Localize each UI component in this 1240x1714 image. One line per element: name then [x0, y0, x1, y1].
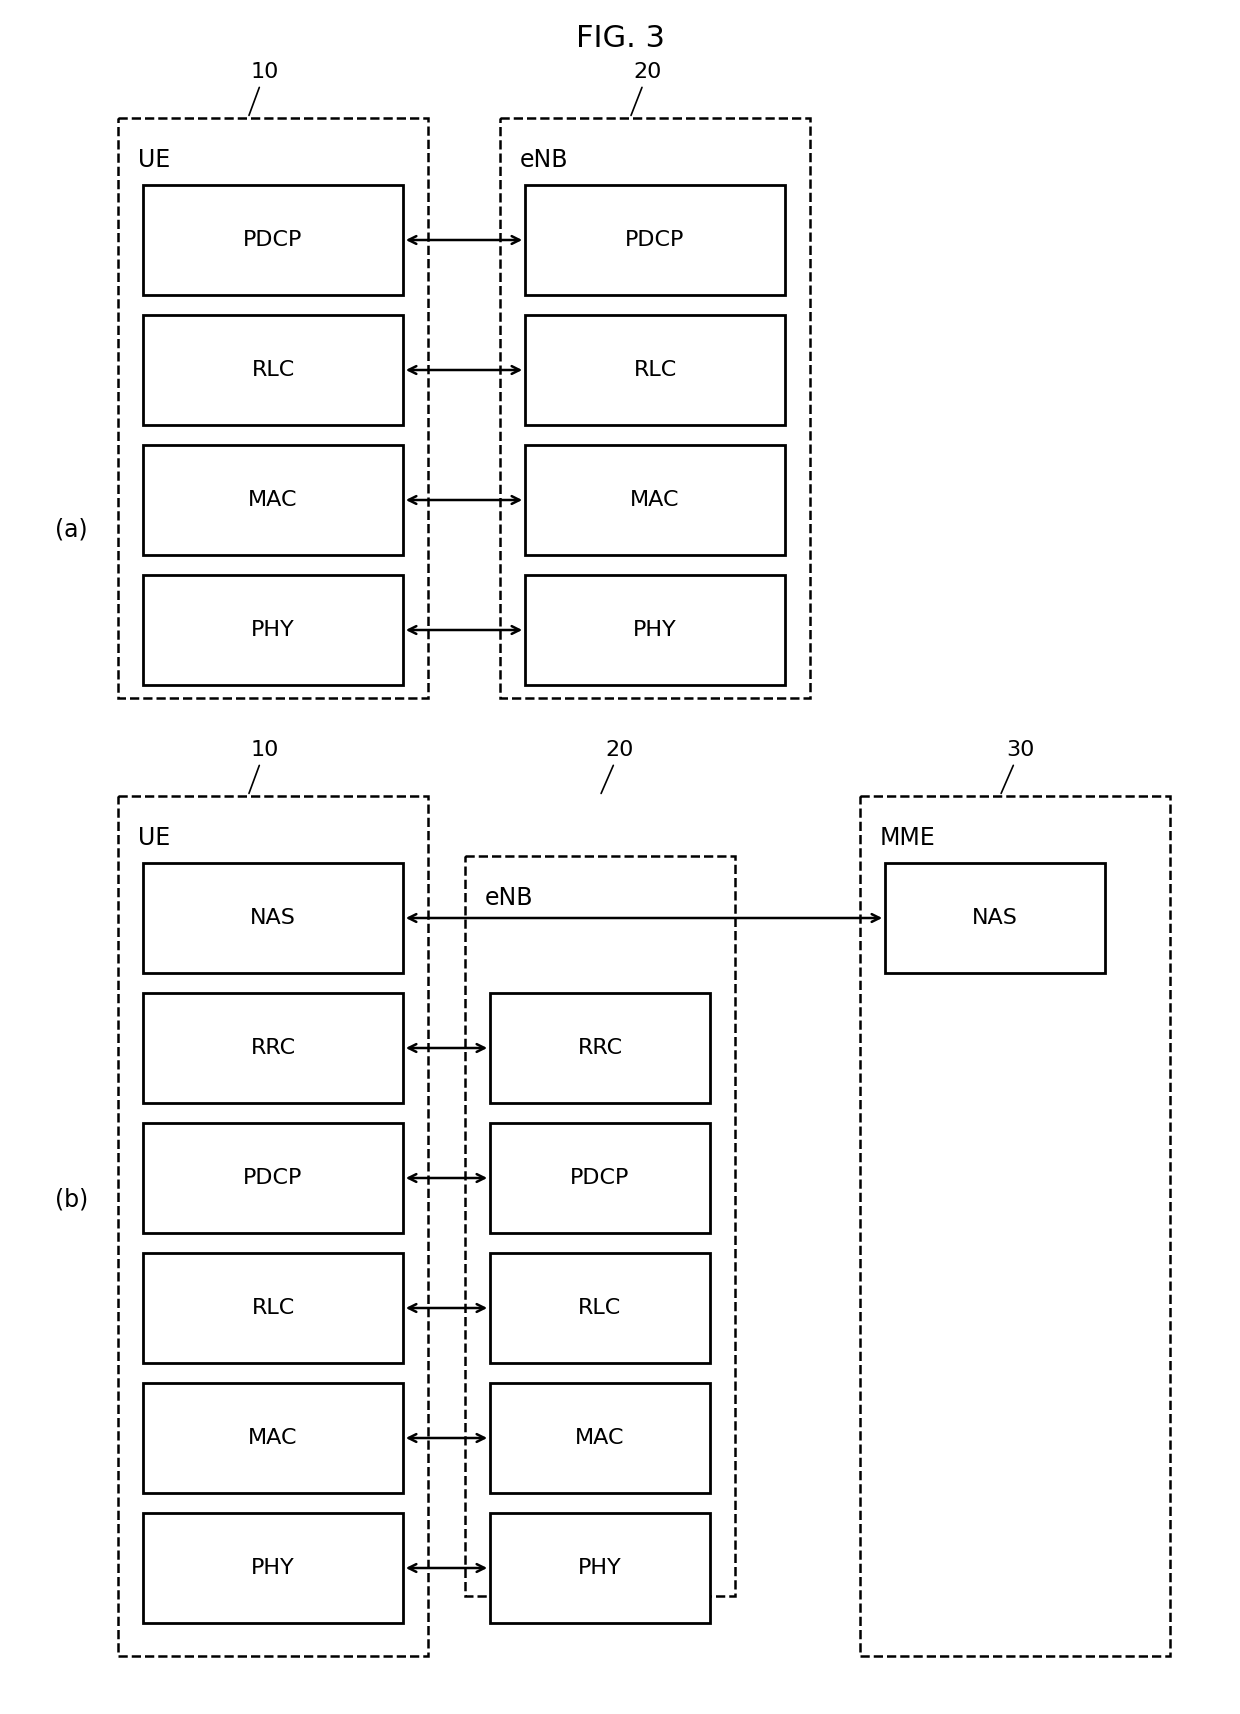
Bar [143, 1123, 403, 1232]
Text: UE: UE [138, 826, 170, 850]
Bar [118, 795, 428, 1656]
Text: (a): (a) [55, 518, 88, 542]
Text: MAC: MAC [248, 1428, 298, 1448]
Bar [143, 574, 403, 686]
Bar [861, 795, 1171, 1656]
Text: 10: 10 [249, 62, 279, 115]
Text: PHY: PHY [252, 620, 295, 639]
Bar [490, 1513, 711, 1623]
Text: FIG. 3: FIG. 3 [575, 24, 665, 53]
Bar [143, 992, 403, 1104]
Text: RLC: RLC [252, 360, 295, 381]
Text: eNB: eNB [520, 147, 568, 171]
Bar [143, 1253, 403, 1363]
Text: PHY: PHY [634, 620, 677, 639]
Text: 20: 20 [631, 62, 662, 115]
Text: PDCP: PDCP [570, 1167, 630, 1188]
Text: MAC: MAC [248, 490, 298, 511]
Text: 10: 10 [249, 740, 279, 794]
Text: RLC: RLC [634, 360, 677, 381]
Bar [143, 446, 403, 555]
Text: MAC: MAC [575, 1428, 625, 1448]
Text: RLC: RLC [578, 1297, 621, 1318]
Bar [143, 1383, 403, 1493]
Text: MME: MME [880, 826, 936, 850]
Text: RLC: RLC [252, 1297, 295, 1318]
Text: PDCP: PDCP [243, 230, 303, 250]
Text: RRC: RRC [250, 1039, 295, 1058]
Text: PDCP: PDCP [243, 1167, 303, 1188]
Bar [500, 118, 810, 698]
Text: UE: UE [138, 147, 170, 171]
Text: PHY: PHY [252, 1558, 295, 1579]
Text: 30: 30 [1001, 740, 1034, 794]
Text: NAS: NAS [972, 908, 1018, 927]
Bar [490, 992, 711, 1104]
Text: PDCP: PDCP [625, 230, 684, 250]
Bar [143, 864, 403, 974]
Bar [525, 185, 785, 295]
Bar [885, 864, 1105, 974]
Text: 20: 20 [601, 740, 634, 794]
Bar [525, 446, 785, 555]
Text: eNB: eNB [485, 886, 533, 910]
Bar [525, 574, 785, 686]
Bar [465, 855, 735, 1596]
Text: (b): (b) [55, 1188, 88, 1212]
Text: PHY: PHY [578, 1558, 622, 1579]
Bar [490, 1123, 711, 1232]
Text: RRC: RRC [578, 1039, 622, 1058]
Bar [143, 185, 403, 295]
Bar [525, 315, 785, 425]
Text: MAC: MAC [630, 490, 680, 511]
Text: NAS: NAS [250, 908, 296, 927]
Bar [143, 1513, 403, 1623]
Bar [490, 1383, 711, 1493]
Bar [490, 1253, 711, 1363]
Bar [143, 315, 403, 425]
Bar [118, 118, 428, 698]
